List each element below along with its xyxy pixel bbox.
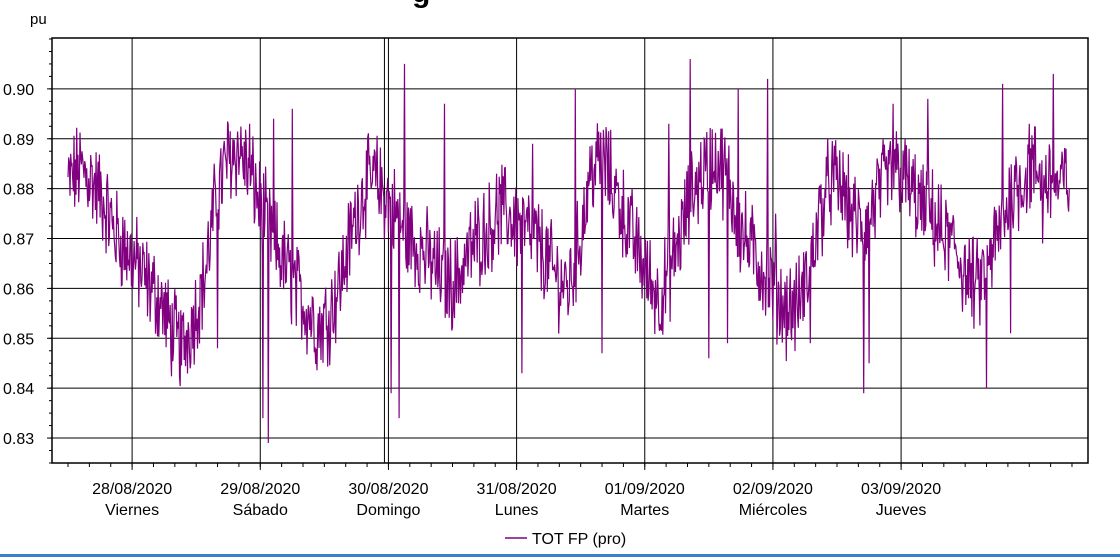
x-tick-date-label: 28/08/2020	[92, 481, 172, 498]
x-tick-day-label: Miércoles	[739, 502, 807, 519]
x-tick-day-label: Domingo	[356, 502, 420, 519]
x-tick-day-label: Viernes	[105, 502, 159, 519]
x-axis: 28/08/2020 Viernes 29/08/2020 Sábado 30/08/2…	[67, 463, 1073, 519]
x-tick-date-label: 02/09/2020	[733, 481, 813, 498]
x-tick-day-label: Sábado	[233, 502, 288, 519]
window-bottom-border	[0, 554, 1120, 557]
y-tick-label: 0.86	[3, 281, 34, 298]
y-axis: 0.83 0.84 0.85 0.86 0.87 0.88 0.89 0.90	[3, 38, 52, 464]
y-tick-label: 0.87	[3, 232, 34, 249]
legend: TOT FP (pro)	[505, 531, 626, 548]
y-tick-label: 0.83	[3, 431, 34, 448]
legend-label: TOT FP (pro)	[532, 531, 626, 548]
y-tick-label: 0.88	[3, 182, 34, 199]
chart-title-fragment: g	[412, 0, 430, 9]
y-tick-label: 0.84	[3, 381, 34, 398]
x-tick-date-label: 31/08/2020	[477, 481, 557, 498]
x-tick-date-label: 30/08/2020	[348, 481, 428, 498]
x-tick-day-label: Jueves	[876, 502, 927, 519]
x-tick-day-label: Martes	[620, 502, 669, 519]
x-tick-date-label: 29/08/2020	[220, 481, 300, 498]
x-tick-date-label: 01/09/2020	[605, 481, 685, 498]
y-tick-label: 0.85	[3, 331, 34, 348]
x-tick-date-label: 03/09/2020	[861, 481, 941, 498]
series-line-tot-fp	[67, 58, 1070, 444]
y-tick-label: 0.89	[3, 132, 34, 149]
series-layer	[67, 58, 1070, 444]
x-tick-day-label: Lunes	[495, 502, 539, 519]
y-tick-label: 0.90	[3, 82, 34, 99]
y-axis-unit-label: pu	[30, 11, 47, 28]
